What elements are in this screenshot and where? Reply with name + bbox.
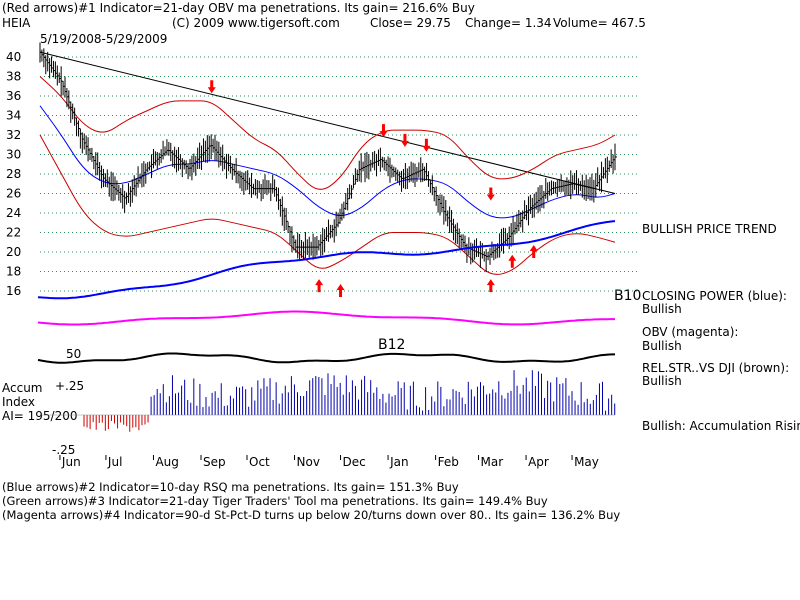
- signal-b12: B12: [378, 337, 406, 353]
- footer-indicator-2: (Blue arrows)#2 Indicator=10-day RSQ ma …: [2, 480, 459, 494]
- header-indicator-1: (Red arrows)#1 Indicator=21-day OBV ma p…: [2, 1, 475, 15]
- y-tick-label: 16: [6, 284, 21, 298]
- price-bars: [39, 42, 617, 272]
- symbol-label: HEIA: [2, 16, 31, 30]
- change-value: Change= 1.34: [465, 16, 552, 30]
- close-value: Close= 29.75: [370, 16, 451, 30]
- red-up-arrow: [529, 245, 538, 258]
- x-tick-label: Mar: [481, 455, 504, 469]
- x-tick-label: Dec: [343, 455, 366, 469]
- y-tick-label: 22: [6, 226, 21, 240]
- x-tick-label: Jun: [61, 455, 81, 469]
- x-tick-label: Nov: [297, 455, 320, 469]
- x-tick-label: Apr: [528, 455, 549, 469]
- obv-label: OBV (magenta):: [642, 325, 739, 339]
- x-axis-labels: Jun Jul Aug Sep Oct Nov Dec Jan Feb Mar Apr May: [59, 455, 599, 469]
- accum-title-2: Index: [2, 395, 36, 409]
- x-tick-label: Feb: [438, 455, 459, 469]
- obv-value: Bullish: [642, 339, 682, 353]
- y-tick-label: 18: [6, 265, 21, 279]
- y-tick-label: 20: [6, 245, 21, 259]
- series-lines: [39, 76, 616, 275]
- x-tick-label: Aug: [155, 455, 178, 469]
- y-axis-labels: 40 38 36 34 32 30 28 26 24 22 20 18 16: [6, 50, 21, 298]
- y-tick-label: 30: [6, 148, 21, 162]
- accum-level-low: -.25: [52, 443, 76, 457]
- x-tick-label: Jul: [107, 455, 122, 469]
- ai-value: AI= 195/200: [2, 409, 78, 423]
- red-up-arrow: [486, 279, 495, 293]
- x-tick-label: Jan: [389, 455, 409, 469]
- red-up-arrow: [315, 279, 324, 293]
- y-tick-label: 36: [6, 89, 21, 103]
- relstr-value: Bullish: [642, 374, 682, 388]
- red-up-arrow: [508, 254, 517, 268]
- y-tick-label: 26: [6, 187, 21, 201]
- obv-line: [37, 310, 615, 326]
- y-tick-label: 28: [6, 167, 21, 181]
- x-tick-label: Sep: [203, 455, 226, 469]
- accum-level-high: +.25: [55, 379, 85, 393]
- footer-indicator-4: (Magenta arrows)#4 Indicator=90-d St-Pct…: [2, 508, 621, 522]
- y-tick-label: 40: [6, 50, 21, 64]
- footer-indicator-3: (Green arrows)#3 Indicator=21-day Tiger …: [2, 494, 548, 508]
- lower-indicators: [37, 220, 616, 432]
- date-range: 5/19/2008-5/29/2009: [40, 32, 168, 46]
- trend-label: BULLISH PRICE TREND: [642, 222, 777, 236]
- grid-lines: [40, 56, 640, 292]
- accum-level-50: 50: [66, 347, 82, 361]
- relstr-label: REL.STR..VS DJI (brown):: [642, 361, 790, 375]
- series-line-2: [39, 76, 616, 190]
- relstr-line: [37, 352, 615, 364]
- series-line-3: [39, 134, 616, 275]
- accum-title-1: Accum: [2, 381, 43, 395]
- closing-power-label: CLOSING POWER (blue):: [642, 289, 787, 303]
- closing-power-line: [37, 220, 616, 300]
- y-tick-label: 34: [6, 109, 21, 123]
- copyright-label: (C) 2009 www.tigersoft.com: [172, 16, 340, 30]
- y-tick-label: 38: [6, 70, 21, 84]
- red-down-arrow: [400, 133, 409, 147]
- trendline: [39, 51, 616, 194]
- red-down-arrow: [422, 138, 431, 152]
- volume-value: Volume= 467.5: [553, 16, 646, 30]
- y-tick-label: 32: [6, 128, 21, 142]
- red-up-arrow: [336, 284, 345, 297]
- red-down-arrow: [486, 187, 495, 201]
- signal-b10: B10: [614, 288, 642, 304]
- red-down-arrow: [379, 124, 388, 138]
- signal-arrows: [207, 80, 538, 297]
- closing-power-value: Bullish: [642, 302, 682, 316]
- y-tick-label: 24: [6, 206, 21, 220]
- red-down-arrow: [207, 80, 216, 94]
- trendline-line: [39, 51, 616, 194]
- x-tick-label: Oct: [249, 455, 270, 469]
- accum-summary: Bullish: Accumulation Rising: [642, 419, 800, 433]
- x-tick-label: May: [574, 455, 599, 469]
